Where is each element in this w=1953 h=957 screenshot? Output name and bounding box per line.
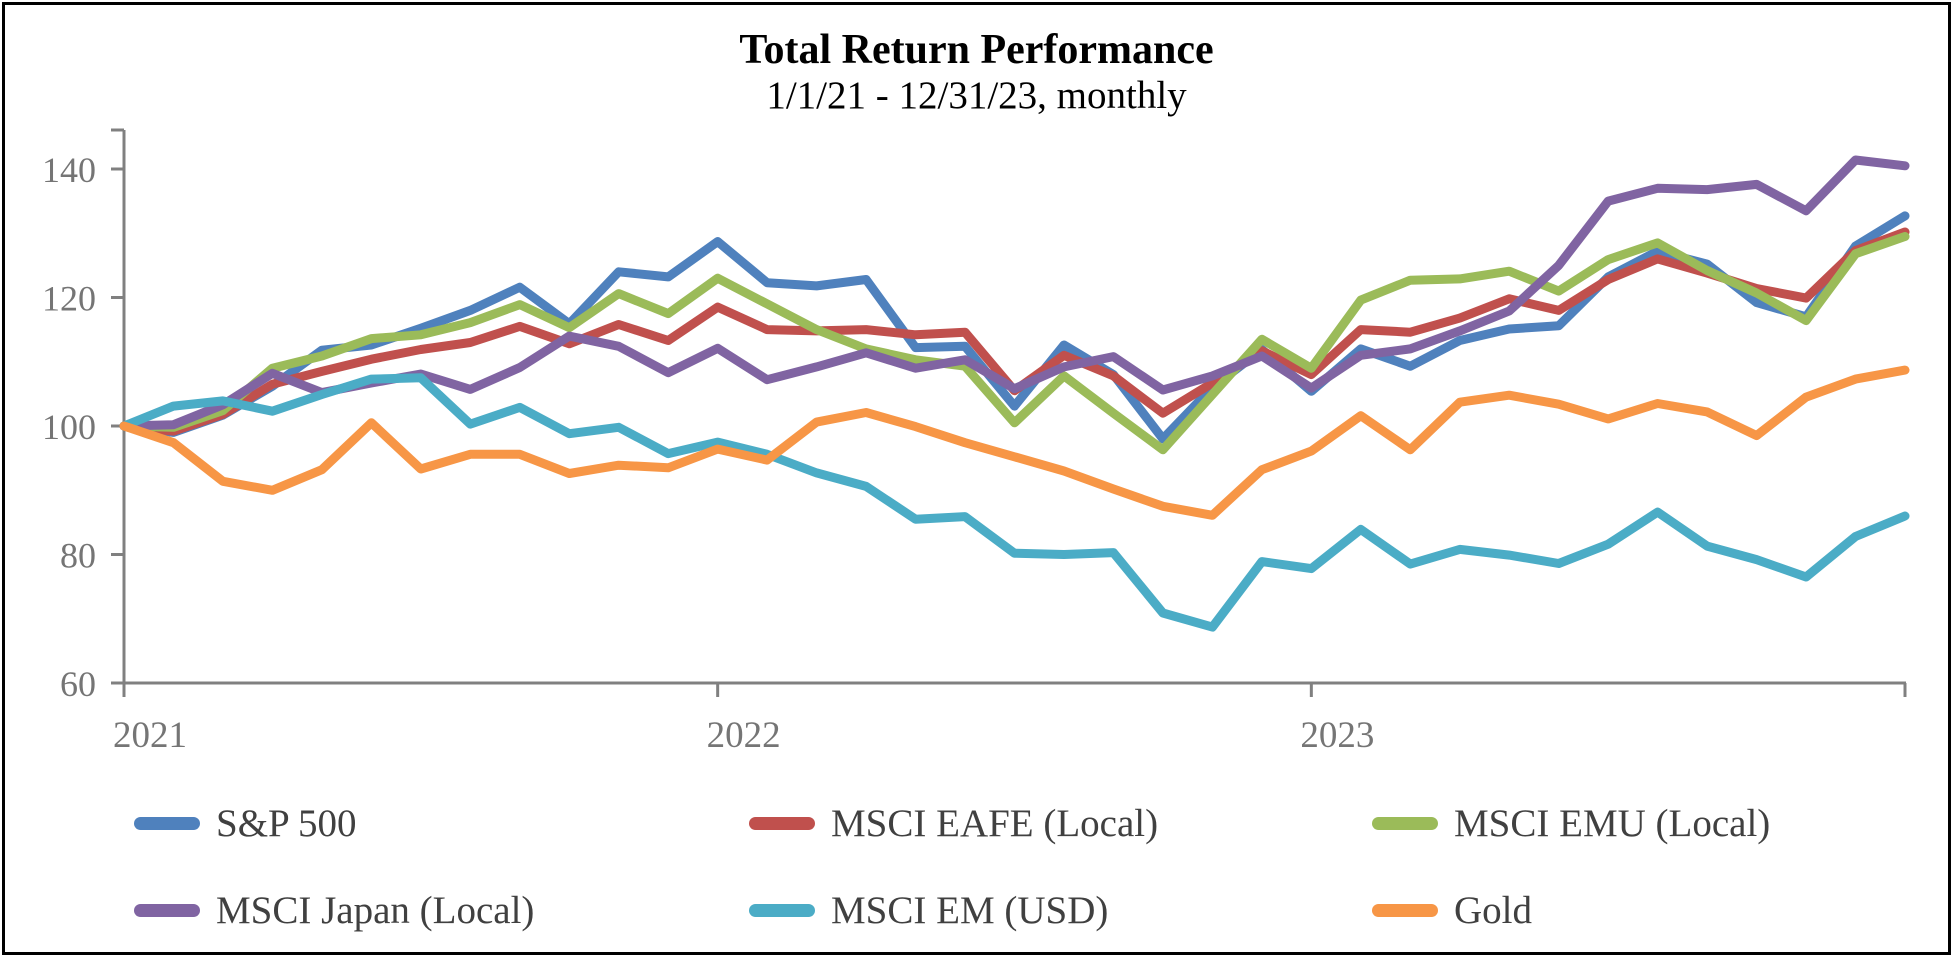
y-tick-label: 60 <box>60 664 96 704</box>
x-tick-label: 2022 <box>707 715 781 756</box>
series-line-gold <box>119 365 1910 520</box>
y-tick-label: 120 <box>42 279 96 319</box>
y-tick-label: 140 <box>42 150 96 190</box>
chart-header: Total Return Performance 1/1/21 - 12/31/… <box>0 26 1953 119</box>
series-line-msci-japan-local <box>119 155 1910 431</box>
series-line-msci-em-usd <box>119 373 1910 632</box>
chart-subtitle: 1/1/21 - 12/31/23, monthly <box>766 74 1187 118</box>
chart-title: Total Return Performance <box>739 27 1214 73</box>
series-line-msci-emu-local <box>119 232 1910 455</box>
y-tick-label: 80 <box>60 536 96 576</box>
x-tick-label: 2023 <box>1300 715 1374 756</box>
x-tick-label: 2021 <box>113 715 187 756</box>
y-tick-label: 100 <box>42 407 96 447</box>
